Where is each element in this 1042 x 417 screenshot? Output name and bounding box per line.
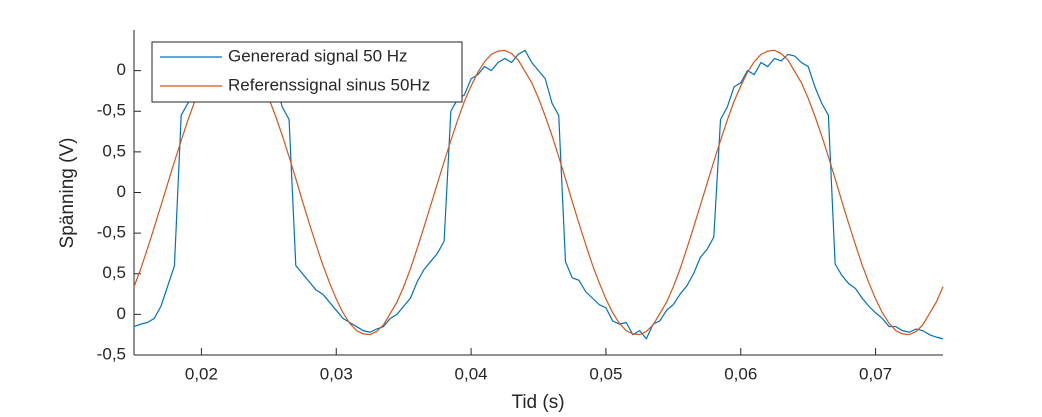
x-tick-label: 0,04 [455,364,488,383]
y-tick-label: 0 [117,304,126,323]
y-tick-label: 0,5 [102,141,126,160]
x-tick-label: 0,06 [724,364,757,383]
legend-box [151,41,463,103]
y-tick-label: 0 [117,182,126,201]
legend-label: Genererad signal 50 Hz [228,46,408,65]
x-tick-label: 0,05 [589,364,622,383]
x-axis-label: Tid (s) [511,392,564,413]
y-axis-label: Spänning (V) [57,138,78,249]
y-tick-label: 0,5 [102,263,126,282]
y-tick-label: -0,5 [97,344,126,363]
y-tick-label: 0 [117,60,126,79]
legend-label: Referenssignal sinus 50Hz [228,75,430,94]
x-tick-label: 0,07 [859,364,892,383]
y-tick-label: -0,5 [97,223,126,242]
x-tick-label: 0,02 [185,364,218,383]
x-tick-label: 0,03 [320,364,353,383]
y-tick-label: -0,5 [97,101,126,120]
